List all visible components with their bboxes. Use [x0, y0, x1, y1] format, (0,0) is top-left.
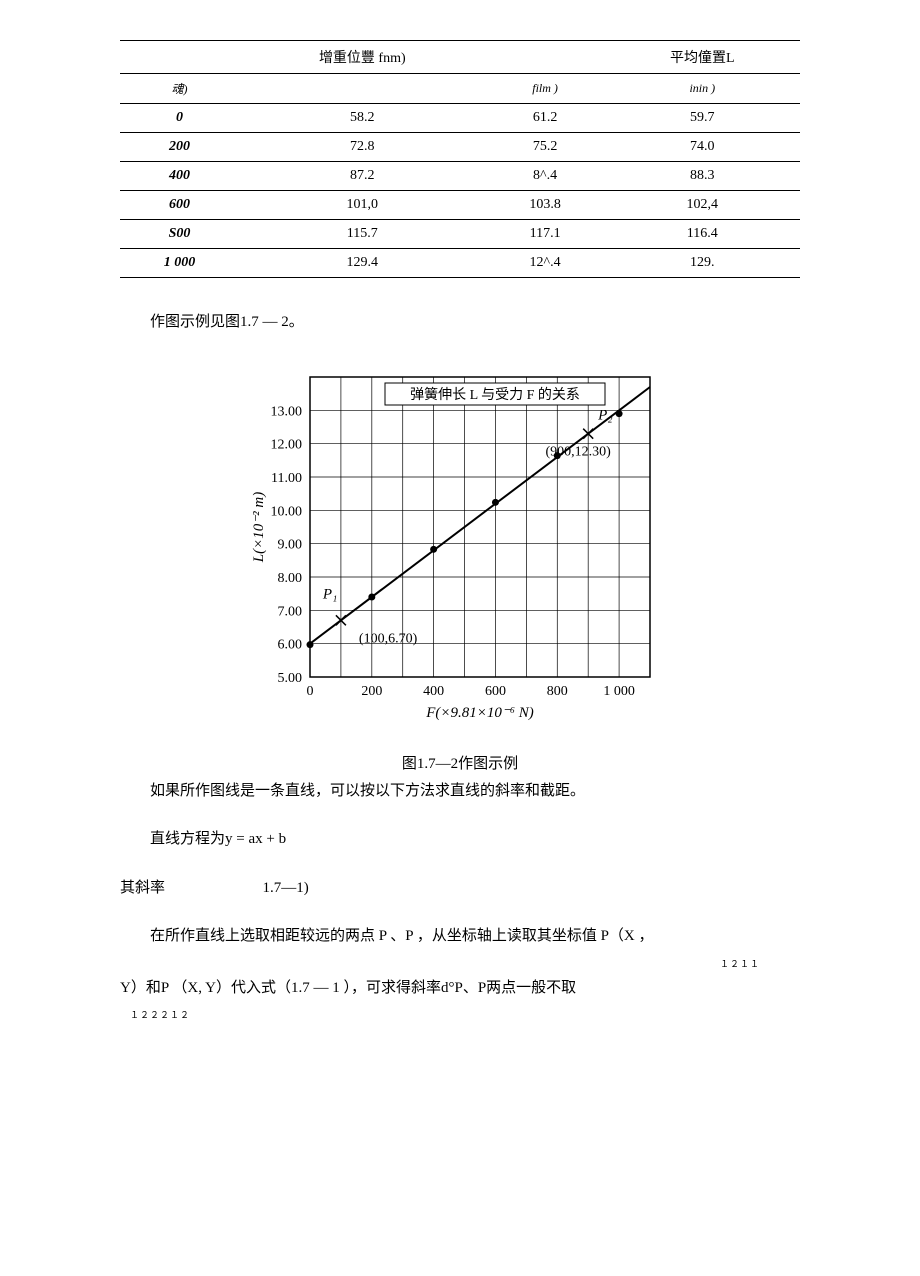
th-0	[120, 41, 239, 74]
table-header-1: 增重位豐 fnm) 平均僮置L	[120, 41, 800, 74]
th2-1	[239, 74, 486, 104]
th2-3: inin )	[605, 74, 800, 104]
th-3: 平均僮置L	[605, 41, 800, 74]
table-cell: 8^.4	[486, 162, 605, 191]
ytick-label: 8.00	[278, 571, 303, 586]
table-cell: 400	[120, 162, 239, 191]
table-row: 20072.875.274.0	[120, 133, 800, 162]
table-cell: 103.8	[486, 191, 605, 220]
table-cell: 600	[120, 191, 239, 220]
p2-label: P₂	[597, 407, 612, 423]
x-axis-label: F(×9.81×10⁻⁶ N)	[425, 705, 534, 721]
ytick-label: 5.00	[278, 671, 303, 686]
figure-caption: 图1.7—2作图示例	[60, 752, 860, 773]
p5a: 在所作直线上选取相距较远的两点 P 、P ，从坐标轴上读取其坐标值 P（X ，	[150, 928, 654, 944]
table-cell: 58.2	[239, 104, 486, 133]
table-cell: 117.1	[486, 220, 605, 249]
table-body: 058.261.259.720072.875.274.040087.28^.48…	[120, 104, 800, 278]
table-cell: 59.7	[605, 104, 800, 133]
table-cell: S00	[120, 220, 239, 249]
paragraph-5-sub: １２１１	[60, 951, 760, 970]
th2-2: film )	[486, 74, 605, 104]
data-point	[368, 593, 375, 600]
table-cell: 129.4	[239, 249, 486, 278]
paragraph-5: 在所作直线上选取相距较远的两点 P 、P ，从坐标轴上读取其坐标值 P（X ，	[120, 922, 800, 951]
table-cell: 129.	[605, 249, 800, 278]
ytick-label: 9.00	[278, 537, 303, 552]
p6a: Y）和P （X, Y）代入式（1.7 — 1 ），可求得斜率d°P、P两点一般不…	[120, 980, 576, 996]
ytick-label: 11.00	[271, 471, 302, 486]
chart-figure: 0 200 400 600 800 1 000 5.00 6.00 7.00 8.00 9.00 10…	[245, 357, 675, 742]
table-row: S00115.7117.1116.4	[120, 220, 800, 249]
table-header-2: 魂) film ) inin )	[120, 74, 800, 104]
table-row: 1 000129.412^.4129.	[120, 249, 800, 278]
xtick-label: 800	[547, 684, 568, 699]
xtick-label: 0	[307, 684, 314, 699]
th2-0: 魂)	[120, 74, 239, 104]
ytick-label: 12.00	[271, 437, 303, 452]
paragraph-6: Y）和P （X, Y）代入式（1.7 — 1 ），可求得斜率d°P、P两点一般不…	[120, 974, 800, 1003]
table-row: 600101,0103.8102,4	[120, 191, 800, 220]
xtick-label: 1 000	[603, 684, 635, 699]
data-point	[492, 498, 499, 505]
p5sub: １２１１	[720, 959, 760, 969]
table-cell: 1 000	[120, 249, 239, 278]
table-cell: 88.3	[605, 162, 800, 191]
table-row: 40087.28^.488.3	[120, 162, 800, 191]
p1-label: P₁	[322, 586, 337, 602]
p6sub: １２２２１２	[130, 1010, 190, 1020]
table-cell: 74.0	[605, 133, 800, 162]
p2-coord: (900,12.30)	[546, 444, 612, 459]
paragraph-2: 如果所作图线是一条直线，可以按以下方法求直线的斜率和截距。	[120, 777, 800, 806]
paragraph-6-sub: １２２２１２	[130, 1002, 860, 1021]
xtick-label: 200	[361, 684, 382, 699]
ytick-label: 13.00	[271, 404, 303, 419]
table-cell: 0	[120, 104, 239, 133]
y-axis-label: L(×10⁻² m)	[251, 491, 267, 562]
data-point	[430, 545, 437, 552]
chart-title: 弹簧伸长 L 与受力 F 的关系	[410, 387, 580, 403]
xtick-label: 400	[423, 684, 444, 699]
table-cell: 115.7	[239, 220, 486, 249]
paragraph-1: 作图示例见图1.7 — 2。	[120, 308, 800, 337]
paragraph-4: 其斜率 1.7—1)	[120, 874, 800, 903]
table-cell: 200	[120, 133, 239, 162]
xtick-label: 600	[485, 684, 506, 699]
table-cell: 101,0	[239, 191, 486, 220]
table-cell: 61.2	[486, 104, 605, 133]
chart-svg: 0 200 400 600 800 1 000 5.00 6.00 7.00 8.00 9.00 10…	[245, 357, 675, 737]
ytick-label: 6.00	[278, 637, 303, 652]
table-row: 058.261.259.7	[120, 104, 800, 133]
p1-coord: (100,6.70)	[359, 631, 418, 646]
table-cell: 75.2	[486, 133, 605, 162]
paragraph-3: 直线方程为y = ax + b	[120, 825, 800, 854]
ytick-label: 7.00	[278, 604, 303, 619]
fit-line	[310, 387, 650, 644]
th-2	[486, 41, 605, 74]
table-cell: 72.8	[239, 133, 486, 162]
table-cell: 116.4	[605, 220, 800, 249]
p4b: 1.7—1)	[263, 880, 309, 896]
table-cell: 12^.4	[486, 249, 605, 278]
table-cell: 102,4	[605, 191, 800, 220]
ytick-label: 10.00	[271, 504, 303, 519]
p4a: 其斜率	[120, 880, 165, 896]
data-point	[616, 410, 623, 417]
data-table: 增重位豐 fnm) 平均僮置L 魂) film ) inin ) 058.261…	[120, 40, 800, 278]
data-point	[307, 641, 314, 648]
th-1: 增重位豐 fnm)	[239, 41, 486, 74]
table-cell: 87.2	[239, 162, 486, 191]
